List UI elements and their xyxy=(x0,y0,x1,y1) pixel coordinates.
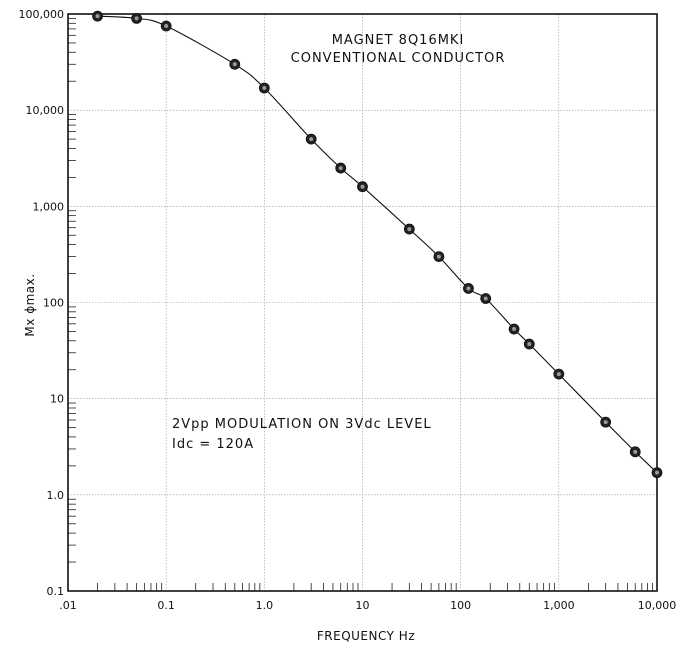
data-point xyxy=(600,416,612,428)
y-tick-label: 0.1 xyxy=(47,585,65,598)
data-point xyxy=(131,13,143,24)
data-point-center xyxy=(262,86,267,91)
data-point-center xyxy=(603,420,608,425)
data-point-center xyxy=(95,14,100,19)
data-point xyxy=(523,338,535,350)
annotation-line-2: Idc = 120A xyxy=(172,437,254,452)
data-point-center xyxy=(556,372,561,377)
data-points xyxy=(92,10,663,479)
data-point-center xyxy=(134,16,139,21)
x-tick-label: 0.1 xyxy=(157,599,175,612)
minor-ticks xyxy=(68,18,653,591)
data-point xyxy=(553,368,565,380)
data-point xyxy=(508,323,520,335)
data-point-center xyxy=(164,24,169,29)
y-tick-label: 10,000 xyxy=(26,104,65,117)
data-point xyxy=(433,251,445,263)
data-point xyxy=(357,181,368,193)
data-point xyxy=(258,82,270,94)
data-point-center xyxy=(483,296,488,301)
tick-labels: .01 0.1 1.0 10 100 1,000 10,0000.11.0101001,00… xyxy=(19,8,677,612)
data-point-center xyxy=(527,342,532,347)
y-tick-label: 10 xyxy=(50,393,64,406)
data-point xyxy=(229,58,241,70)
data-point-center xyxy=(232,62,237,67)
data-point-center xyxy=(309,137,314,142)
data-point xyxy=(480,293,492,304)
x-axis-title: FREQUENCY Hz xyxy=(317,629,415,643)
annotation-line-1: 2Vpp MODULATION ON 3Vdc LEVEL xyxy=(172,417,432,432)
chart-title-line-2: CONVENTIONAL CONDUCTOR xyxy=(291,51,506,66)
x-tick-label: 1.0 xyxy=(256,599,274,612)
x-tick-label: 10,000 xyxy=(638,599,677,612)
data-point xyxy=(160,20,172,32)
data-point-center xyxy=(360,184,365,189)
data-point-center xyxy=(655,470,659,475)
data-point-center xyxy=(338,166,343,171)
x-tick-label: 100 xyxy=(450,599,471,612)
plot-frame xyxy=(67,13,658,592)
y-tick-label: 100 xyxy=(43,297,64,310)
chart-title-line-1: MAGNET 8Q16MKI xyxy=(332,33,465,48)
data-point xyxy=(305,133,317,145)
data-point-center xyxy=(633,449,638,454)
y-tick-label: 100,000 xyxy=(19,8,65,21)
data-point xyxy=(403,223,415,235)
data-point xyxy=(335,162,347,174)
data-point-center xyxy=(466,286,471,291)
y-tick-label: 1.0 xyxy=(47,489,65,502)
x-tick-label: 1,000 xyxy=(543,599,575,612)
data-point xyxy=(92,10,103,22)
data-point xyxy=(463,283,474,294)
data-point-center xyxy=(436,254,441,259)
grid-lines xyxy=(68,14,657,591)
data-point-center xyxy=(407,227,412,232)
y-axis-title: Mx ϕmax. xyxy=(23,273,37,336)
x-tick-label: .01 xyxy=(59,599,77,612)
data-point-center xyxy=(512,327,517,332)
data-point xyxy=(629,446,641,458)
series-line xyxy=(97,15,658,474)
data-point xyxy=(651,467,663,479)
x-tick-label: 10 xyxy=(356,599,370,612)
y-tick-label: 1,000 xyxy=(33,200,65,213)
